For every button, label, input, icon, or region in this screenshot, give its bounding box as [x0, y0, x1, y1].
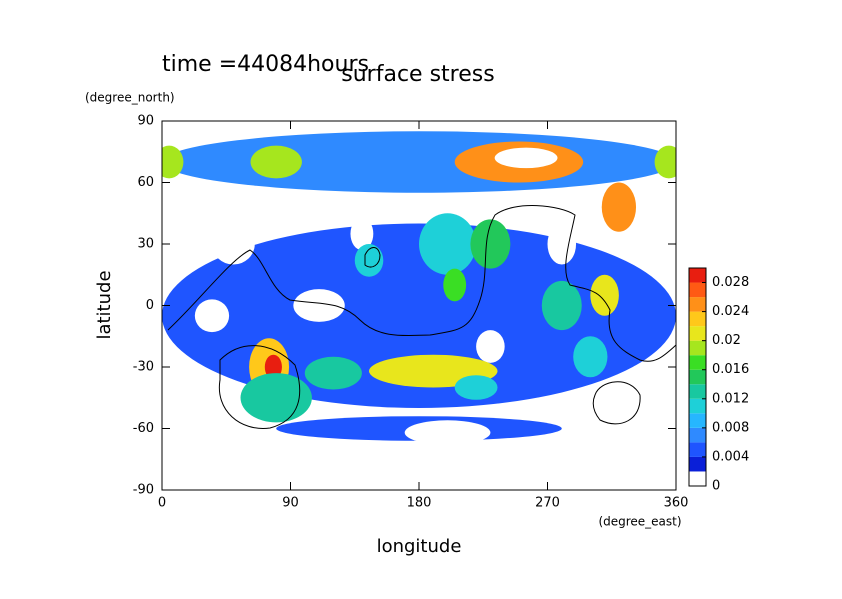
colorbar-band: [689, 442, 706, 457]
colorbar-band: [689, 369, 706, 385]
y-tick-label: -90: [133, 483, 154, 498]
colorbar-tick-label: 0.016: [712, 362, 749, 377]
y-tick-label: -30: [133, 360, 154, 375]
contour-region: [494, 147, 558, 169]
colorbar-band: [689, 340, 706, 356]
contour-region: [162, 145, 184, 179]
colorbar-tick-label: 0: [712, 479, 720, 494]
contour-region: [350, 217, 374, 251]
colorbar-frame: [688, 267, 707, 487]
y-tick-label: 60: [137, 175, 154, 190]
colorbar-band: [689, 297, 706, 312]
contour-region: [419, 213, 477, 275]
contour-region: [470, 219, 511, 269]
colorbar-tick-label: 0.024: [712, 304, 749, 319]
colorbar-band: [689, 355, 706, 370]
contour-region: [240, 373, 312, 423]
colorbar-tick-label: 0.008: [712, 420, 749, 435]
y-tick-label: 30: [137, 237, 154, 252]
chart-title: surface stress: [341, 62, 494, 87]
colorbar-tick-label: 0.028: [712, 275, 749, 290]
colorbar-band: [689, 413, 706, 428]
colorbar-band: [689, 282, 706, 298]
contour-region: [162, 131, 676, 193]
contour-region: [264, 354, 282, 380]
contour-region: [601, 182, 637, 232]
x-tick-label: 270: [535, 496, 560, 511]
contour-region: [354, 244, 384, 277]
x-tick-label: 180: [407, 496, 432, 511]
y-axis-label: latitude: [94, 270, 115, 339]
y-tick-label: 0: [146, 298, 154, 313]
colorbar-band: [689, 427, 706, 443]
colorbar-band: [689, 311, 706, 327]
x-tick-label: 90: [282, 496, 299, 511]
contour-region: [590, 274, 619, 316]
colorbar-band: [689, 384, 706, 399]
contour-region: [250, 145, 302, 179]
colorbar-band: [689, 456, 706, 472]
contour-region: [541, 280, 582, 331]
contour-region: [443, 268, 467, 302]
colorbar: 0 0.004 0.008 0.012 0.016 0.02 0.024 0.028: [688, 267, 749, 494]
contour-region: [404, 420, 491, 445]
contour-region: [654, 145, 676, 179]
colorbar-band: [689, 471, 706, 486]
x-unit: (degree_east): [598, 515, 681, 529]
colorbar-band: [689, 326, 706, 341]
contour-region: [194, 299, 230, 333]
y-tick-label: 90: [137, 114, 154, 129]
contour-region: [162, 223, 676, 408]
colorbar-tick-label: 0.012: [712, 391, 749, 406]
y-tick-label: -60: [133, 421, 154, 436]
x-tick-label: 360: [664, 496, 689, 511]
contour-region: [547, 223, 577, 265]
x-axis-label: longitude: [377, 536, 462, 557]
contour-region: [293, 289, 345, 322]
contour-region: [573, 336, 608, 378]
colorbar-band: [689, 398, 706, 414]
contour-region: [304, 356, 362, 390]
y-unit: (degree_north): [85, 91, 175, 105]
contour-region: [611, 391, 655, 425]
colorbar-tick-label: 0.02: [712, 333, 741, 348]
contour-region: [454, 375, 498, 400]
subtitle: time =44084hours: [162, 52, 369, 77]
x-tick-label: 0: [158, 496, 166, 511]
coastlines: [167, 205, 676, 429]
colorbar-tick-label: 0.004: [712, 449, 749, 464]
contour-field: [162, 131, 676, 445]
colorbar-band: [689, 268, 706, 283]
contour-region: [211, 223, 255, 265]
contour-region: [476, 330, 505, 363]
